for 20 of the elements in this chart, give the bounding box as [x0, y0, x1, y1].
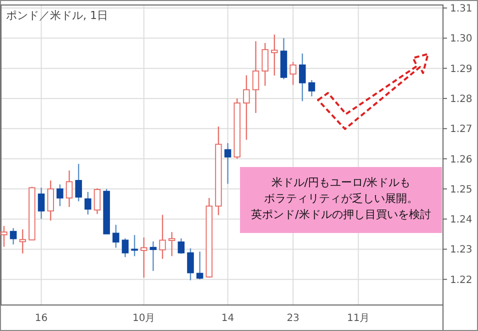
y-tick-label: 1.31	[450, 4, 472, 15]
annotation: ボラティリティが乏しい展開。	[264, 192, 418, 205]
y-tick-label: 1.27	[450, 124, 472, 136]
y-tick-label: 1.25	[450, 184, 472, 196]
chart-title: ポンド／米ドル, 1日	[6, 9, 108, 22]
y-tick-label: 1.26	[450, 154, 472, 166]
y-tick-label: 1.22	[450, 274, 472, 286]
y-tick-label: 1.24	[450, 214, 472, 226]
x-tick-label: 11月	[346, 313, 370, 324]
y-tick-label: 1.29	[450, 64, 472, 75]
y-tick-label: 1.30	[450, 34, 472, 45]
y-tick-label: 1.28	[450, 94, 472, 105]
x-tick-label: 23	[286, 313, 300, 324]
x-tick-label: 14	[221, 313, 234, 324]
annotation: 米ドル/円もユーロ/米ドルも	[271, 176, 411, 189]
x-tick-label: 16	[34, 313, 48, 324]
annotation: 英ポンド/米ドルの押し目買いを検討	[251, 208, 431, 221]
y-tick-label: 1.23	[450, 244, 472, 256]
x-tick-label: 10月	[132, 313, 156, 324]
annotation: 米ドル/円もユーロ/米ドルも ボラティリティが乏しい展開。 英ポンド/米ドルの押し目買いを検討	[240, 167, 442, 233]
